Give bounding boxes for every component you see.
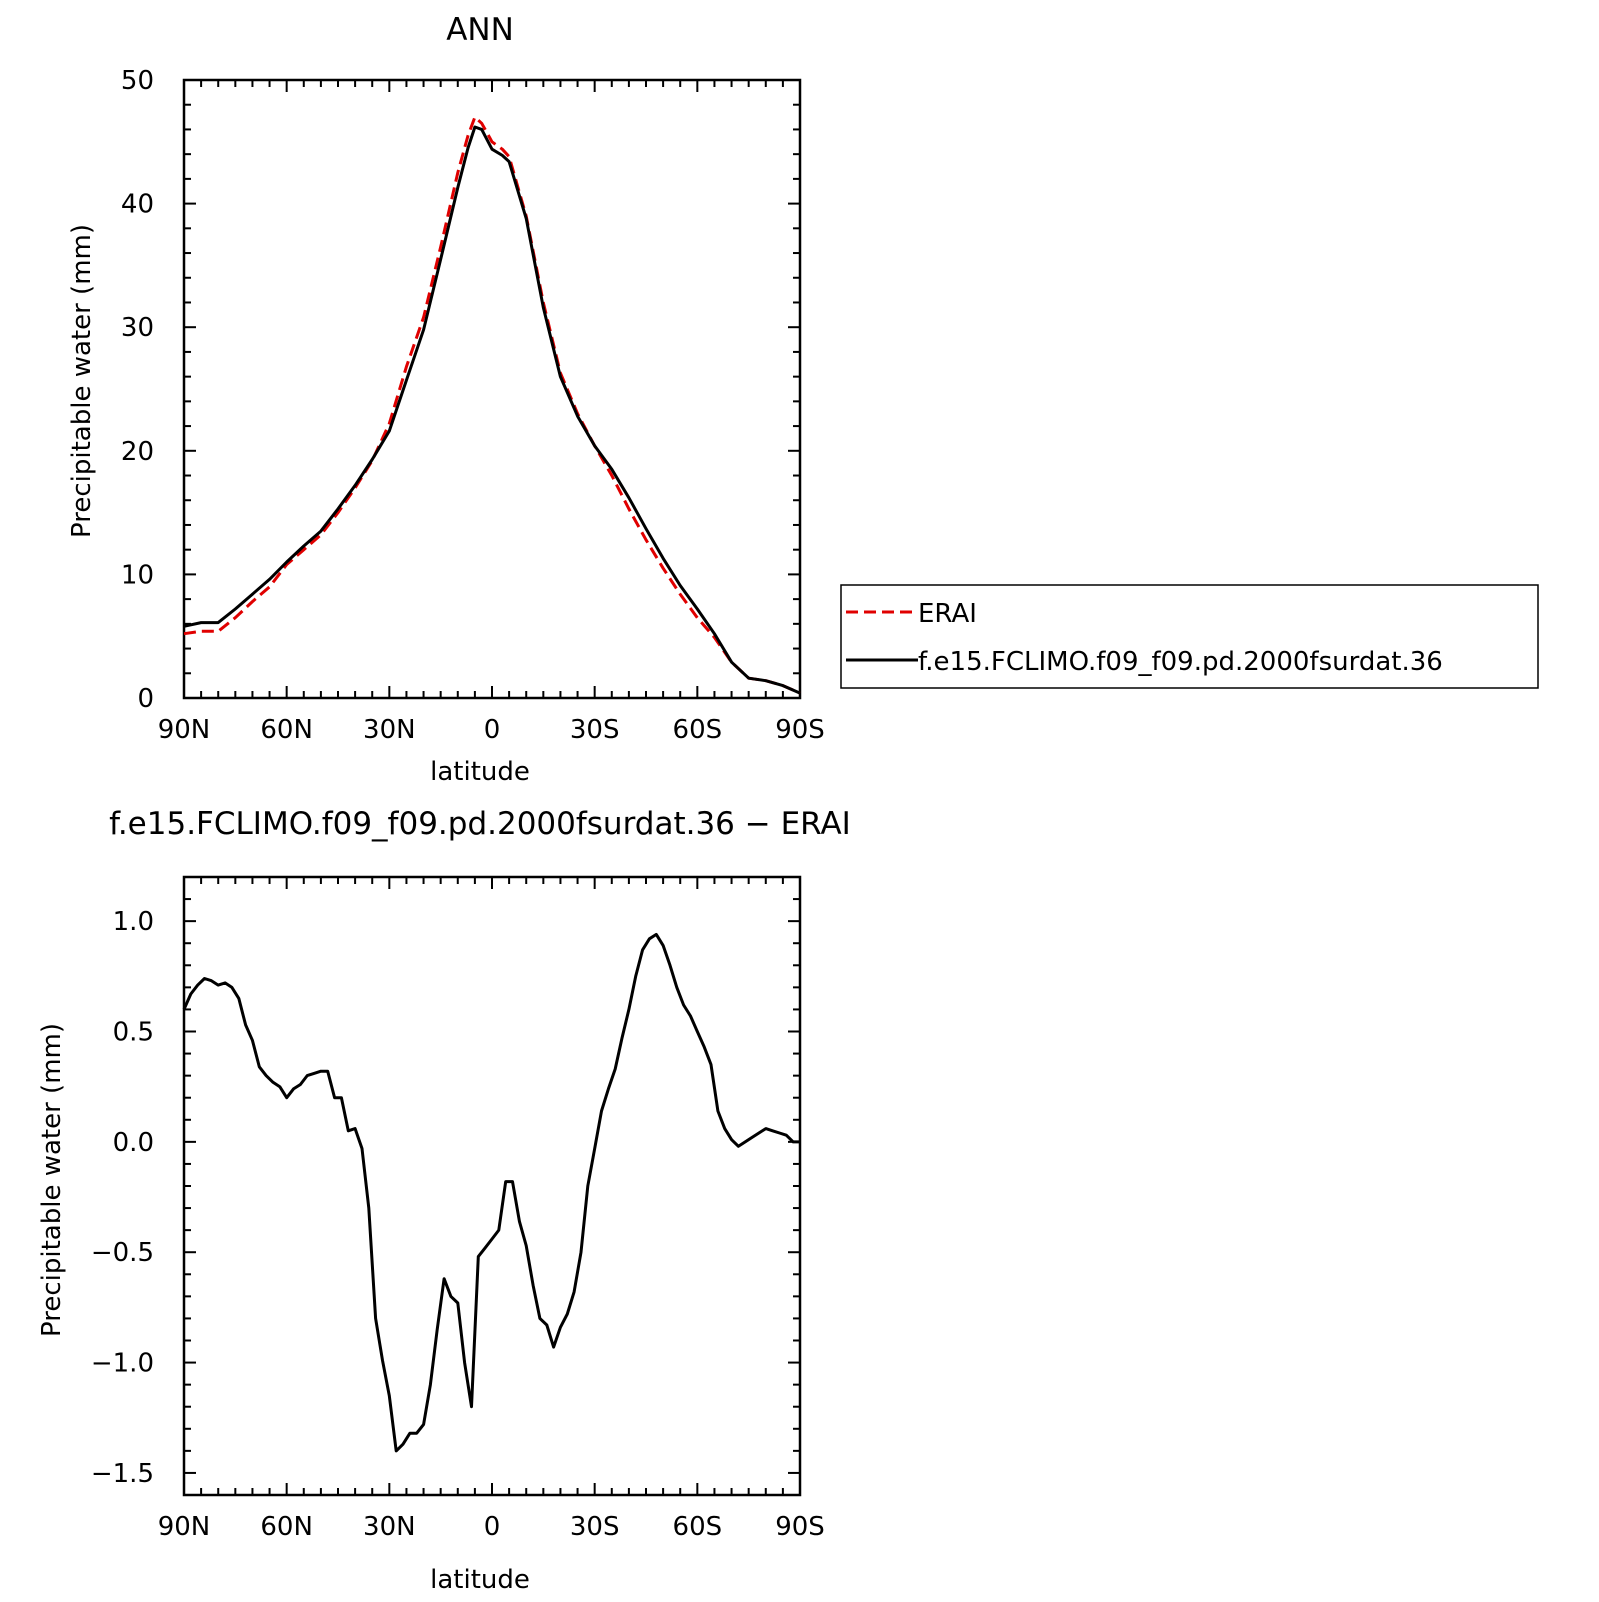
y-tick-label: 20 <box>121 437 154 467</box>
x-tick-label: 30S <box>570 715 620 745</box>
plot-frame <box>182 875 802 1497</box>
top-axes: 90N 60N 30N 0 30S 60S 90S 0 10 20 30 40 50 <box>121 66 825 745</box>
bottom-x-axis-label: latitude <box>430 1565 530 1595</box>
legend: ERAI f.e15.FCLIMO.f09_f09.pd.2000fsurdat… <box>840 584 1539 689</box>
top-y-axis-label: Precipitable water (mm) <box>67 224 97 538</box>
y-tick-label: −1.5 <box>91 1459 154 1489</box>
x-tick-label: 90N <box>158 1512 211 1542</box>
y-tick-label: 40 <box>121 190 154 220</box>
y-tick-label: −0.5 <box>91 1238 154 1268</box>
y-tick-label: 0.0 <box>113 1128 154 1158</box>
y-tick-label: 50 <box>121 66 154 96</box>
y-tick-label: 30 <box>121 313 154 343</box>
y-tick-label: −1.0 <box>91 1349 154 1379</box>
bottom-axes: 90N 60N 30N 0 30S 60S 90S −1.5 −1.0 −0.5 0.0 0.5 1.0 <box>91 875 825 1542</box>
top-x-axis-label: latitude <box>430 757 530 787</box>
bottom-y-axis-label: Precipitable water (mm) <box>37 1023 67 1337</box>
legend-box <box>840 584 1539 689</box>
x-tick-label: 0 <box>484 1512 501 1542</box>
legend-label-model: f.e15.FCLIMO.f09_f09.pd.2000fsurdat.36 <box>918 647 1443 677</box>
x-tick-label: 60N <box>260 715 313 745</box>
x-tick-label: 90S <box>775 1512 825 1542</box>
y-tick-label: 0.5 <box>113 1018 154 1048</box>
x-tick-label: 0 <box>484 715 501 745</box>
x-tick-label: 30N <box>363 1512 416 1542</box>
series-line-1 <box>183 125 801 695</box>
x-tick-label: 30N <box>363 715 416 745</box>
y-tick-label: 1.0 <box>113 907 154 937</box>
bottom-series <box>182 932 800 1453</box>
bottom-panel: f.e15.FCLIMO.f09_f09.pd.2000fsurdat.36 −… <box>37 806 851 1595</box>
legend-label-erai: ERAI <box>918 599 977 629</box>
series-line-0 <box>182 932 800 1453</box>
x-tick-label: 60S <box>673 715 723 745</box>
plot-frame <box>182 78 802 700</box>
top-panel: ANN 90N 60N 30N 0 30S 60S 90S 0 10 20 30 40 50 latit… <box>67 12 825 787</box>
x-tick-label: 90N <box>158 715 211 745</box>
x-tick-label: 60N <box>260 1512 313 1542</box>
top-series <box>183 115 801 695</box>
series-line-0 <box>183 115 801 695</box>
x-tick-label: 60S <box>673 1512 723 1542</box>
y-tick-label: 10 <box>121 560 154 590</box>
y-tick-label: 0 <box>137 684 154 714</box>
x-tick-label: 90S <box>775 715 825 745</box>
x-tick-label: 30S <box>570 1512 620 1542</box>
bottom-chart-title: f.e15.FCLIMO.f09_f09.pd.2000fsurdat.36 −… <box>109 806 851 842</box>
top-chart-title: ANN <box>446 12 514 48</box>
